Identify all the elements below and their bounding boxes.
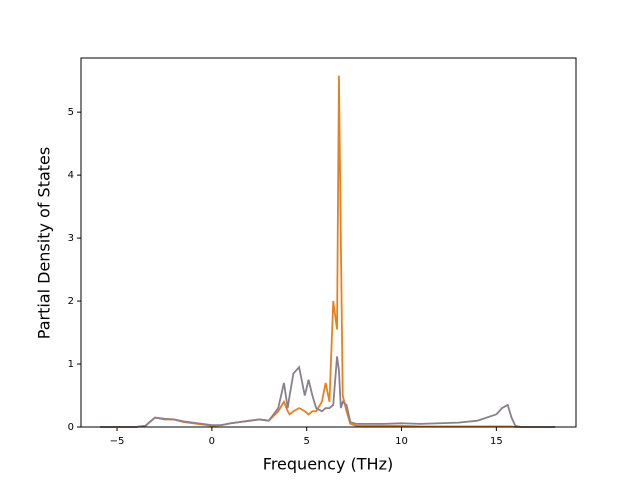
x-tick-label: 15 bbox=[490, 436, 503, 447]
y-tick-label: 5 bbox=[68, 107, 74, 118]
x-tick-label: 5 bbox=[304, 436, 310, 447]
plot-frame bbox=[80, 57, 577, 428]
series-line bbox=[99, 356, 556, 428]
x-tick-label: 0 bbox=[209, 436, 215, 447]
series-line bbox=[99, 75, 556, 428]
y-tick-label: 2 bbox=[68, 296, 74, 307]
y-tick-label: 3 bbox=[68, 233, 74, 244]
y-tick-label: 4 bbox=[68, 170, 74, 181]
y-tick-label: 1 bbox=[68, 359, 74, 370]
x-tick-label: 10 bbox=[395, 436, 408, 447]
y-tick-label: 0 bbox=[68, 422, 74, 433]
x-axis-label: Frequency (THz) bbox=[263, 455, 393, 474]
x-tick-label: −5 bbox=[110, 436, 125, 447]
y-axis-label: Partial Density of States bbox=[35, 147, 54, 339]
